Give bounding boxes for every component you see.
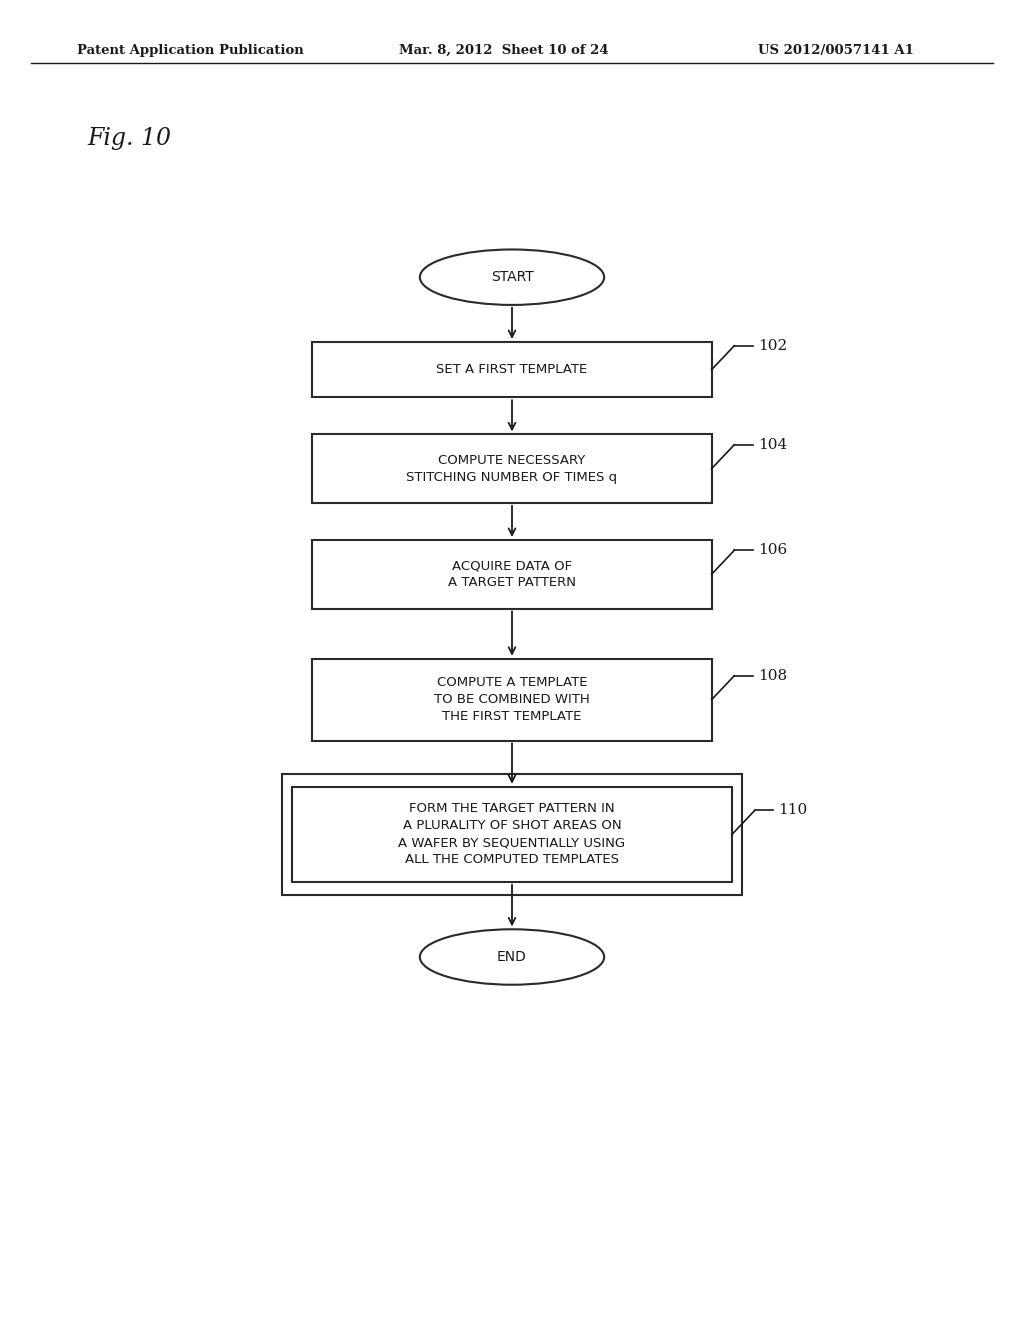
FancyBboxPatch shape — [312, 659, 712, 741]
Text: ACQUIRE DATA OF
A TARGET PATTERN: ACQUIRE DATA OF A TARGET PATTERN — [449, 560, 575, 589]
Text: 106: 106 — [758, 544, 787, 557]
Text: END: END — [497, 950, 527, 964]
Text: COMPUTE NECESSARY
STITCHING NUMBER OF TIMES q: COMPUTE NECESSARY STITCHING NUMBER OF TI… — [407, 454, 617, 483]
Text: FORM THE TARGET PATTERN IN
A PLURALITY OF SHOT AREAS ON
A WAFER BY SEQUENTIALLY : FORM THE TARGET PATTERN IN A PLURALITY O… — [398, 803, 626, 866]
FancyBboxPatch shape — [312, 540, 712, 609]
Text: Fig. 10: Fig. 10 — [87, 127, 171, 150]
FancyBboxPatch shape — [312, 342, 712, 397]
Text: 108: 108 — [758, 669, 786, 682]
Text: 102: 102 — [758, 339, 787, 352]
Text: Patent Application Publication: Patent Application Publication — [77, 44, 303, 57]
Ellipse shape — [420, 249, 604, 305]
FancyBboxPatch shape — [282, 774, 742, 895]
Text: SET A FIRST TEMPLATE: SET A FIRST TEMPLATE — [436, 363, 588, 376]
Text: COMPUTE A TEMPLATE
TO BE COMBINED WITH
THE FIRST TEMPLATE: COMPUTE A TEMPLATE TO BE COMBINED WITH T… — [434, 676, 590, 723]
Text: US 2012/0057141 A1: US 2012/0057141 A1 — [758, 44, 913, 57]
FancyBboxPatch shape — [292, 787, 732, 882]
Text: START: START — [490, 271, 534, 284]
Text: 104: 104 — [758, 438, 787, 451]
Ellipse shape — [420, 929, 604, 985]
Text: Mar. 8, 2012  Sheet 10 of 24: Mar. 8, 2012 Sheet 10 of 24 — [399, 44, 609, 57]
Text: 110: 110 — [778, 804, 808, 817]
FancyBboxPatch shape — [312, 434, 712, 503]
